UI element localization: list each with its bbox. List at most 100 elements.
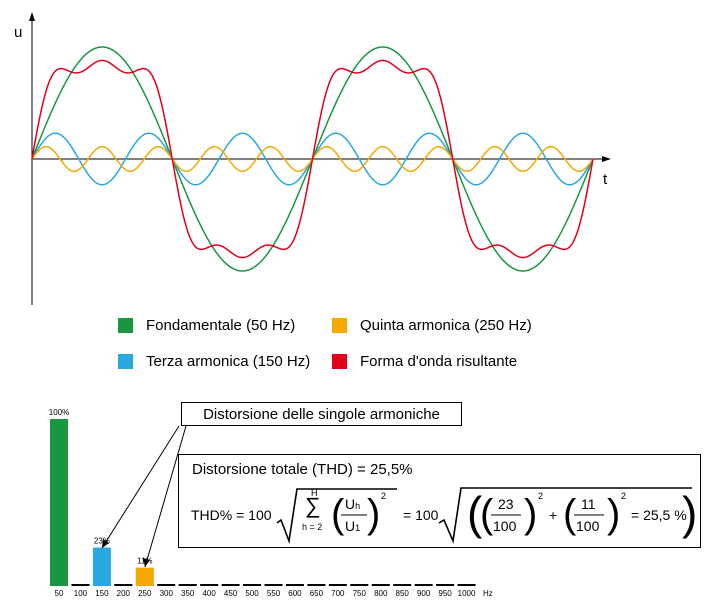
thd-lhs: THD% = 100: [191, 507, 272, 523]
paren-left-1: (: [331, 492, 345, 536]
legend-swatch-fundamental: [118, 318, 133, 333]
bar-700: [328, 584, 347, 586]
tick-labels-group: 50 100 150 200 250 300 350 400 450 500 550 600 650 70…: [55, 589, 476, 598]
tick-label-500: 500: [245, 589, 259, 598]
plus-sign: +: [549, 507, 558, 523]
sqrt-sign-1: [276, 488, 397, 545]
bar-350: [178, 584, 197, 586]
u-axis-arrow: [29, 12, 35, 21]
fraction-1-denominator: 100: [493, 518, 517, 534]
big-paren-left: (: [467, 487, 483, 539]
paren-left-2: (: [480, 492, 494, 536]
tick-label-200: 200: [117, 589, 131, 598]
uh-symbol: U: [345, 496, 356, 512]
t-axis-arrow: [602, 156, 611, 162]
callout-arrowhead-250: [143, 558, 150, 567]
denominator-u1: U1: [345, 518, 360, 534]
tick-label-800: 800: [374, 589, 388, 598]
callout-arrowhead-150: [102, 539, 109, 548]
uh-subscript: h: [355, 501, 361, 511]
legend-item-resultant: Forma d'onda risultante: [332, 353, 517, 370]
bar-400: [200, 584, 219, 586]
wave-series-group: [31, 46, 594, 272]
data-label-50: 100%: [49, 408, 69, 417]
legend-swatch-fifth: [332, 318, 347, 333]
paren-right-1: ): [367, 492, 380, 536]
numerator-uh: Uh: [345, 496, 360, 512]
individual-harmonics-callout: Distorsione delle singole armoniche: [181, 402, 462, 426]
tick-label-900: 900: [417, 589, 431, 598]
bar-150: [92, 547, 111, 586]
tick-label-100: 100: [74, 589, 88, 598]
square-exponent-3: 2: [621, 491, 627, 501]
bar-50: [50, 419, 68, 586]
thd-total-text: Distorsione totale (THD) = 25,5%: [192, 461, 413, 478]
thd-box: Distorsione totale (THD) = 25,5% ( ) ( )…: [178, 454, 701, 548]
bar-750: [350, 584, 369, 586]
legend-label-third: Terza armonica (150 Hz): [146, 353, 311, 370]
fraction-1-numerator: 23: [498, 496, 514, 512]
square-exponent-2: 2: [538, 491, 544, 501]
tick-label-850: 850: [396, 589, 410, 598]
tick-label-1000: 1000: [458, 589, 476, 598]
bar-450: [221, 584, 240, 586]
data-label-150: 23%: [94, 537, 110, 546]
tick-label-350: 350: [181, 589, 195, 598]
bar-200: [114, 584, 133, 586]
tick-label-600: 600: [288, 589, 302, 598]
u-axis-label: u: [14, 24, 22, 41]
callout-arrow-150: [101, 425, 180, 549]
tick-label-400: 400: [202, 589, 216, 598]
sum-symbol: ∑: [305, 493, 321, 518]
legend-swatch-resultant: [332, 354, 347, 369]
paren-left-3: (: [563, 492, 577, 536]
tick-label-650: 650: [310, 589, 324, 598]
paren-right-3: ): [607, 492, 620, 536]
t-axis-label: t: [603, 171, 608, 188]
u1-subscript: 1: [355, 523, 361, 533]
fraction-2-numerator: 11: [581, 496, 596, 512]
tick-label-950: 950: [438, 589, 452, 598]
sum-upper-limit: H: [311, 488, 318, 498]
tick-label-300: 300: [160, 589, 174, 598]
thd-result: = 25,5 %: [631, 507, 687, 523]
bar-900: [414, 584, 433, 586]
legend-label-fifth: Quinta armonica (250 Hz): [360, 317, 532, 334]
wave-resultant: [31, 59, 594, 259]
bar-300: [157, 584, 176, 586]
legend-label-resultant: Forma d'onda risultante: [360, 353, 518, 370]
big-paren-right: ): [682, 487, 697, 539]
legend-label-fundamental: Fondamentale (50 Hz): [146, 317, 296, 334]
tick-label-150: 150: [95, 589, 109, 598]
harmonic-spectrum-chart: 100%23%11% 50100150200250300350400450500…: [49, 408, 493, 598]
bar-800: [371, 584, 390, 586]
fraction-2-denominator: 100: [576, 518, 600, 534]
thd-equals-100: = 100: [403, 507, 439, 523]
paren-right-2: ): [524, 492, 537, 536]
thd-formula: ( ) ( ) ( ) ( ) THD% = 100 H ∑ h = 2 Uh …: [189, 485, 699, 545]
bars-group: [50, 419, 476, 586]
bar-650: [307, 584, 326, 586]
bar-950: [436, 584, 455, 586]
sum-lower-limit: h = 2: [302, 522, 323, 532]
tick-label-250: 250: [138, 589, 152, 598]
tick-label-750: 750: [353, 589, 367, 598]
u1-symbol: U: [345, 518, 356, 534]
bar-500: [243, 584, 262, 586]
callout-arrow-250: [144, 425, 187, 568]
legend-item-third: Terza armonica (150 Hz): [118, 353, 310, 370]
tick-label-450: 450: [224, 589, 238, 598]
formula-strokes: ( ) ( ) ( ) ( ): [276, 487, 697, 545]
tick-label-700: 700: [331, 589, 345, 598]
waveform-chart: u t: [14, 12, 611, 305]
tick-label-550: 550: [267, 589, 281, 598]
tick-label-50: 50: [55, 589, 64, 598]
bar-100: [71, 584, 90, 586]
x-unit-label: Hz: [483, 589, 493, 598]
bar-1000: [457, 584, 476, 586]
legend-item-fundamental: Fondamentale (50 Hz): [118, 317, 295, 334]
bar-600: [285, 584, 304, 586]
bar-850: [393, 584, 412, 586]
bar-550: [264, 584, 283, 586]
